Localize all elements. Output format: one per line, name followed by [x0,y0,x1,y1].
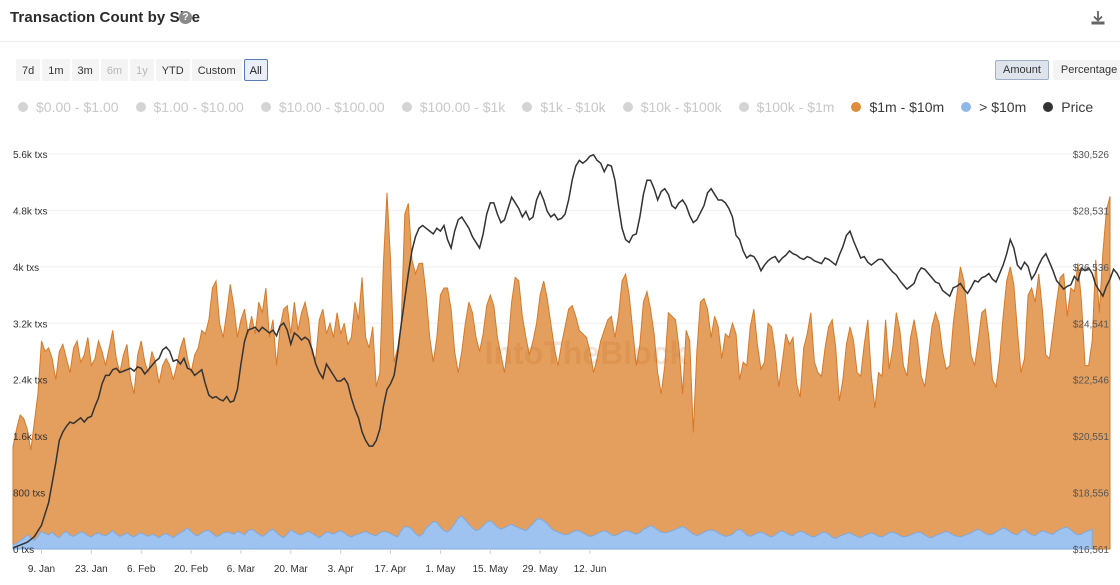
x-tick-label: 29. May [522,564,558,575]
series-area-1m-10m [12,192,1111,550]
legend-item[interactable]: > $10m [961,99,1026,115]
legend-dot-icon [401,102,412,112]
y-right-tick-label: $26,536 [1073,263,1110,274]
transaction-count-chart: IntoTheBlock 0 txs 800 txs 1.6k txs 2.4k txs… [12,150,1120,575]
range-button-custom[interactable]: Custom [191,59,242,81]
y-left-tick-label: 0 txs [13,545,34,556]
legend-label: $100k - $1m [756,99,835,115]
legend-dot-icon [961,102,972,112]
y-right-tick-label: $28,531 [1073,206,1110,217]
legend-label: > $10m [979,99,1027,115]
download-icon[interactable] [1089,9,1107,27]
chart-header: Transaction Count by Size ? [0,0,1120,42]
x-tick-label: 20. Feb [174,564,208,575]
range-button-1y: 1y [130,59,154,81]
mode-button-amount[interactable]: Amount [995,60,1049,80]
legend-item[interactable]: $1.00 - $10.00 [135,99,244,115]
range-button-6m: 6m [100,59,129,81]
y-right-tick-label: $16,561 [1073,545,1110,556]
legend-item[interactable]: $100k - $1m [738,99,835,115]
y-right-tick-label: $18,556 [1073,489,1110,500]
legend-label: $1k - $10k [540,99,606,115]
question-circle-icon[interactable]: ? [179,11,192,24]
range-button-ytd[interactable]: YTD [155,59,190,81]
x-tick-label: 12. Jun [574,564,607,575]
legend-dot-icon [622,102,633,112]
y-right-tick-label: $24,541 [1073,319,1110,330]
x-tick-label: 20. Mar [274,564,309,575]
legend-item[interactable]: Price [1043,99,1093,115]
y-left-tick-label: 1.6k txs [13,432,47,443]
series-area-over-10m [12,515,1093,550]
y-left-tick-label: 3.2k txs [13,319,47,330]
legend-dot-icon [1043,102,1054,112]
legend-label: $1.00 - $10.00 [153,99,244,115]
range-button-all[interactable]: All [243,59,268,81]
x-tick-label: 15. May [472,564,508,575]
legend-dot-icon [260,102,271,112]
mode-button-percentage[interactable]: Percentage [1052,60,1120,80]
range-button-3m[interactable]: 3m [71,59,99,81]
legend-label: $10k - $100k [640,99,722,115]
y-right-tick-label: $30,526 [1073,150,1110,161]
page-title: Transaction Count by Size [10,9,201,26]
x-tick-label: 17. Apr [375,564,407,575]
legend-label: $0.00 - $1.00 [36,99,119,115]
legend-label: $100.00 - $1k [419,99,506,115]
y-left-tick-label: 800 txs [13,489,45,500]
legend-label: Price [1061,99,1094,115]
legend-dot-icon [18,102,28,112]
range-button-1m[interactable]: 1m [42,59,70,81]
legend-item[interactable]: $1m - $10m [851,99,944,115]
y-right-tick-label: $22,546 [1073,376,1110,387]
x-tick-label: 6. Feb [127,564,156,575]
amount-percentage-toggle: Amount Percentage [995,60,1120,80]
legend-dot-icon [522,102,533,112]
y-left-tick-label: 4.8k txs [13,206,47,217]
x-tick-label: 6. Mar [227,564,256,575]
y-left-tick-label: 2.4k txs [13,376,47,387]
y-right-tick-label: $20,551 [1073,432,1110,443]
x-tick-label: 1. May [425,564,455,575]
legend-item[interactable]: $10.00 - $100.00 [260,99,385,115]
legend-dot-icon [135,102,146,112]
legend-label: $1m - $10m [869,99,945,115]
legend-label: $10.00 - $100.00 [278,99,385,115]
legend-item[interactable]: $100.00 - $1k [401,99,506,115]
legend-item[interactable]: $0.00 - $1.00 [18,99,119,115]
range-button-7d[interactable]: 7d [16,59,41,81]
legend-item[interactable]: $1k - $10k [522,99,606,115]
x-tick-label: 3. Apr [328,564,355,575]
x-tick-label: 9. Jan [28,564,55,575]
y-left-tick-label: 5.6k txs [13,150,47,161]
range-selector: 7d 1m 3m 6m 1y YTD Custom All [16,59,268,81]
x-tick-label: 23. Jan [75,564,108,575]
legend-item[interactable]: $10k - $100k [622,99,722,115]
watermark-logo: IntoTheBlock [485,335,688,371]
chart-legend: $0.00 - $1.00 $1.00 - $10.00 $10.00 - $100… [18,97,1110,117]
legend-dot-icon [738,102,749,112]
legend-dot-icon [851,102,862,112]
series-line-price [12,153,1120,549]
y-left-tick-label: 4k txs [13,263,39,274]
